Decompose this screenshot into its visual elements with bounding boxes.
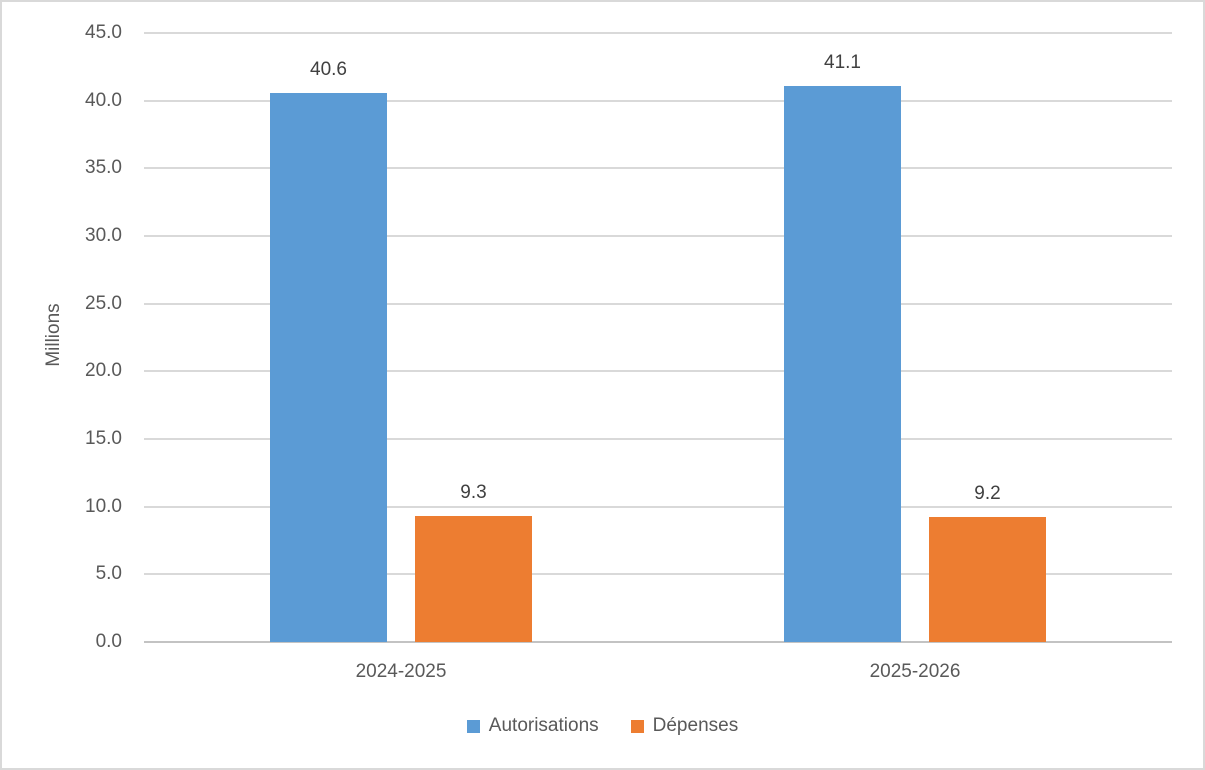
bar-autorisations-2025-2026 [784,85,901,642]
data-label: 40.6 [310,58,347,80]
legend-label: Autorisations [488,715,599,736]
legend-swatch-icon [630,719,644,733]
y-tick-label: 35.0 [85,157,122,179]
gridline [144,505,1172,508]
y-tick-label: 10.0 [85,495,122,517]
gridline [144,370,1172,373]
data-label: 9.3 [460,482,487,504]
gridline [144,235,1172,237]
y-tick-label: 0.0 [95,631,122,652]
y-tick-label: 45.0 [85,22,122,43]
bar-depenses-2024-2025 [415,516,532,642]
gridline [144,32,1172,34]
gridline [144,302,1172,305]
data-label: 9.2 [974,483,1001,505]
y-tick-label: 5.0 [95,563,122,585]
data-label: 41.1 [824,51,861,73]
y-tick-label: 25.0 [85,292,122,314]
gridline [144,438,1172,440]
gridline [144,573,1172,576]
y-tick-label: 30.0 [85,225,122,246]
bar-depenses-2025-2026 [929,517,1046,642]
legend-item-autorisations: Autorisations [466,715,599,737]
legend: Autorisations Dépenses [2,715,1203,737]
y-tick-label: 40.0 [85,89,122,111]
legend-swatch-icon [466,719,480,733]
legend-label: Dépenses [652,715,739,736]
x-axis-line [144,641,1172,643]
y-tick-label: 15.0 [85,428,122,449]
x-tick-label: 2024-2025 [355,661,447,682]
x-tick-label: 2025-2026 [869,661,961,682]
gridline [144,167,1172,170]
legend-item-depenses: Dépenses [630,715,739,737]
y-axis-title: Millions [43,303,64,367]
y-tick-label: 20.0 [85,360,122,382]
bar-autorisations-2024-2025 [270,92,387,642]
gridline [144,99,1172,102]
